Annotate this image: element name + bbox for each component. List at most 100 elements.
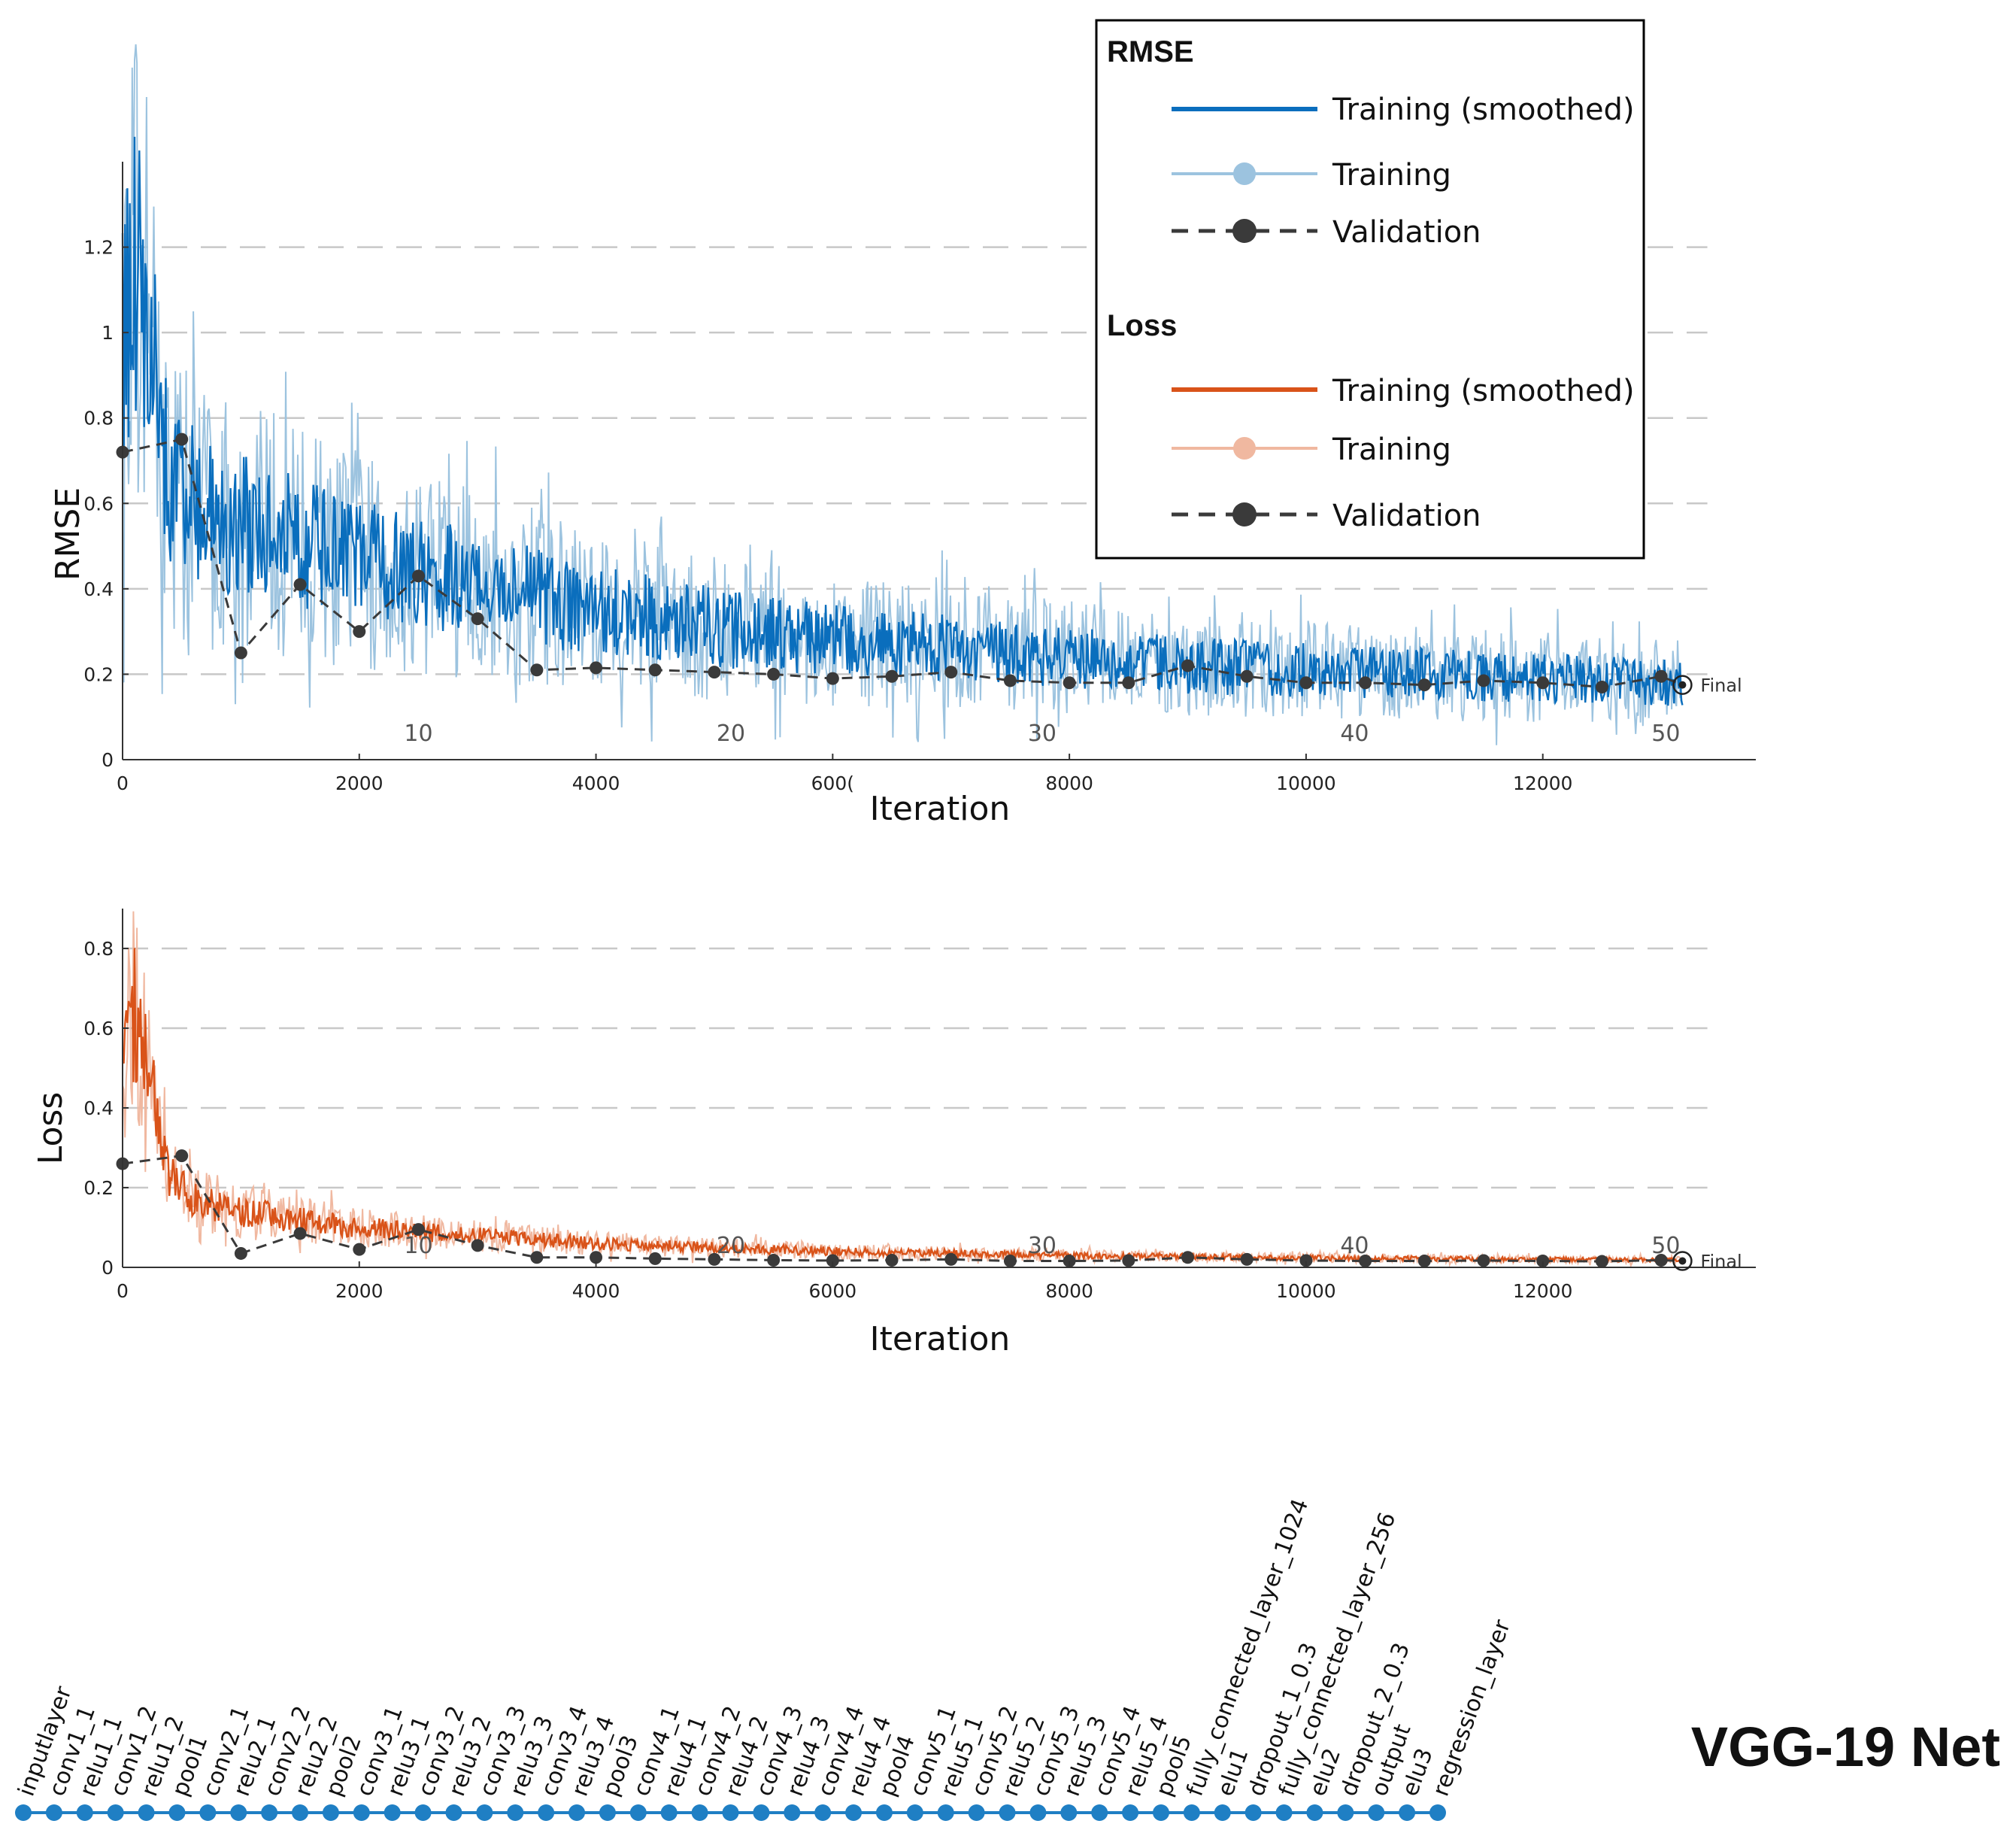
network-layer-node[interactable] bbox=[199, 1804, 217, 1821]
network-layer-node[interactable] bbox=[1091, 1804, 1108, 1821]
network-layer-node[interactable] bbox=[629, 1804, 647, 1821]
rmse-validation-point bbox=[1240, 669, 1254, 683]
loss-training-raw-line bbox=[122, 911, 1683, 1268]
network-layer-node[interactable] bbox=[168, 1804, 186, 1821]
legend-loss-validation-marker bbox=[1232, 502, 1257, 527]
network-layer-node[interactable] bbox=[230, 1804, 247, 1821]
loss-epoch-label: 10 bbox=[404, 1233, 432, 1259]
rmse-validation-point bbox=[1122, 676, 1135, 690]
loss-validation-point bbox=[530, 1251, 544, 1264]
network-layer-node[interactable] bbox=[845, 1804, 862, 1821]
network-layer-node[interactable] bbox=[538, 1804, 555, 1821]
network-layer-node[interactable] bbox=[1214, 1804, 1231, 1821]
loss-epoch-label: 30 bbox=[1028, 1233, 1057, 1259]
network-layer-node[interactable] bbox=[138, 1804, 155, 1821]
loss-validation-point bbox=[1181, 1251, 1195, 1264]
rmse-y-tick-label: 1 bbox=[102, 322, 114, 344]
legend-rmse-smoothed-label: Training (smoothed) bbox=[1332, 93, 1635, 127]
network-layer-node[interactable] bbox=[1183, 1804, 1200, 1821]
rmse-validation-point bbox=[1477, 674, 1490, 687]
network-layer-node[interactable] bbox=[784, 1804, 801, 1821]
network-layer-node[interactable] bbox=[15, 1804, 32, 1821]
rmse-x-tick-label: 8000 bbox=[1045, 772, 1093, 794]
loss-validation-point bbox=[1122, 1254, 1135, 1267]
network-layer-node[interactable] bbox=[906, 1804, 923, 1821]
loss-validation-point bbox=[1240, 1252, 1254, 1266]
network-layer-node[interactable] bbox=[1368, 1804, 1385, 1821]
network-layer-node[interactable] bbox=[1029, 1804, 1047, 1821]
loss-y-tick-label: 0.4 bbox=[83, 1097, 114, 1119]
rmse-x-tick-label: 600( bbox=[811, 772, 854, 794]
rmse-validation-point bbox=[1595, 680, 1608, 693]
loss-final-label: Final bbox=[1700, 1252, 1742, 1273]
rmse-training-smoothed-line bbox=[121, 136, 1684, 706]
network-layer-node[interactable] bbox=[1060, 1804, 1078, 1821]
network-layer-node[interactable] bbox=[937, 1804, 954, 1821]
rmse-training-smoothed bbox=[121, 136, 1684, 706]
network-layer-node[interactable] bbox=[353, 1804, 370, 1821]
loss-validation-point bbox=[708, 1252, 721, 1266]
network-layer-node[interactable] bbox=[476, 1804, 493, 1821]
loss-validation-point bbox=[1063, 1255, 1076, 1268]
network-layer-node[interactable] bbox=[1122, 1804, 1139, 1821]
loss-y-tick-label: 0.2 bbox=[83, 1177, 114, 1199]
legend: RMSE Training (smoothed) Training Valida… bbox=[1095, 19, 1645, 560]
loss-x-tick-label: 0 bbox=[117, 1280, 129, 1302]
rmse-validation-line bbox=[122, 438, 1683, 688]
loss-validation-point bbox=[767, 1253, 781, 1267]
rmse-epoch-label: 10 bbox=[404, 721, 432, 747]
rmse-validation-point bbox=[293, 578, 307, 591]
network-layer-node[interactable] bbox=[383, 1804, 401, 1821]
rmse-validation-point bbox=[530, 663, 544, 677]
network-layer-node[interactable] bbox=[507, 1804, 524, 1821]
network-layer-node[interactable] bbox=[1306, 1804, 1323, 1821]
rmse-final-ring bbox=[1672, 675, 1693, 695]
network-layer-node[interactable] bbox=[107, 1804, 124, 1821]
network-layer-node[interactable] bbox=[1275, 1804, 1293, 1821]
network-layer-node[interactable] bbox=[1152, 1804, 1169, 1821]
legend-rmse-training-marker bbox=[1233, 162, 1256, 185]
network-layer-node[interactable] bbox=[414, 1804, 432, 1821]
network-layer-node[interactable] bbox=[691, 1804, 708, 1821]
network-layer-node[interactable] bbox=[814, 1804, 832, 1821]
legend-rmse-training-label: Training bbox=[1332, 158, 1451, 193]
network-layer-node[interactable] bbox=[445, 1804, 462, 1821]
loss-final-dot bbox=[1678, 1257, 1687, 1265]
network-layer-node[interactable] bbox=[45, 1804, 62, 1821]
legend-rmse-header: RMSE bbox=[1107, 35, 1194, 68]
rmse-x-tick-label: 12000 bbox=[1513, 772, 1573, 794]
loss-validation-point bbox=[1299, 1254, 1313, 1267]
loss-x-tick-label: 6000 bbox=[809, 1280, 857, 1302]
network-layer-node[interactable] bbox=[292, 1804, 309, 1821]
network-layer-node[interactable] bbox=[599, 1804, 616, 1821]
network-layer-node[interactable] bbox=[875, 1804, 893, 1821]
loss-validation-point bbox=[1654, 1253, 1668, 1267]
network-layer-node[interactable] bbox=[1244, 1804, 1262, 1821]
rmse-epoch-label: 40 bbox=[1340, 721, 1369, 747]
network-layer-node[interactable] bbox=[568, 1804, 586, 1821]
loss-y-tick-label: 0.8 bbox=[83, 938, 114, 960]
network-layer-node[interactable] bbox=[322, 1804, 339, 1821]
network-layer-node[interactable] bbox=[76, 1804, 93, 1821]
rmse-validation-point bbox=[885, 669, 899, 683]
loss-gridlines bbox=[123, 947, 1708, 1189]
network-layer-node[interactable] bbox=[968, 1804, 985, 1821]
rmse-validation-point bbox=[767, 667, 781, 681]
rmse-validation-point bbox=[590, 661, 603, 675]
network-layer-node[interactable] bbox=[722, 1804, 739, 1821]
network-layer-node[interactable] bbox=[1337, 1804, 1354, 1821]
network-layer-node[interactable] bbox=[1399, 1804, 1416, 1821]
rmse-validation-point bbox=[1417, 678, 1431, 692]
network-layer-node[interactable] bbox=[753, 1804, 770, 1821]
loss-validation-point bbox=[234, 1246, 247, 1260]
network-layer-node[interactable] bbox=[999, 1804, 1016, 1821]
network-layer-node[interactable] bbox=[660, 1804, 678, 1821]
loss-validation-point bbox=[293, 1227, 307, 1240]
network-layer-graph: inputlayerconv1_1relu1_1conv1_2relu1_2po… bbox=[14, 1495, 2000, 1821]
rmse-validation-point bbox=[1359, 676, 1372, 690]
loss-training-smoothed bbox=[121, 948, 1683, 1265]
network-layer-node[interactable] bbox=[1429, 1804, 1446, 1821]
loss-y-tick-label: 0 bbox=[102, 1257, 114, 1279]
loss-epoch-label: 20 bbox=[717, 1233, 745, 1259]
network-layer-node[interactable] bbox=[261, 1804, 278, 1821]
